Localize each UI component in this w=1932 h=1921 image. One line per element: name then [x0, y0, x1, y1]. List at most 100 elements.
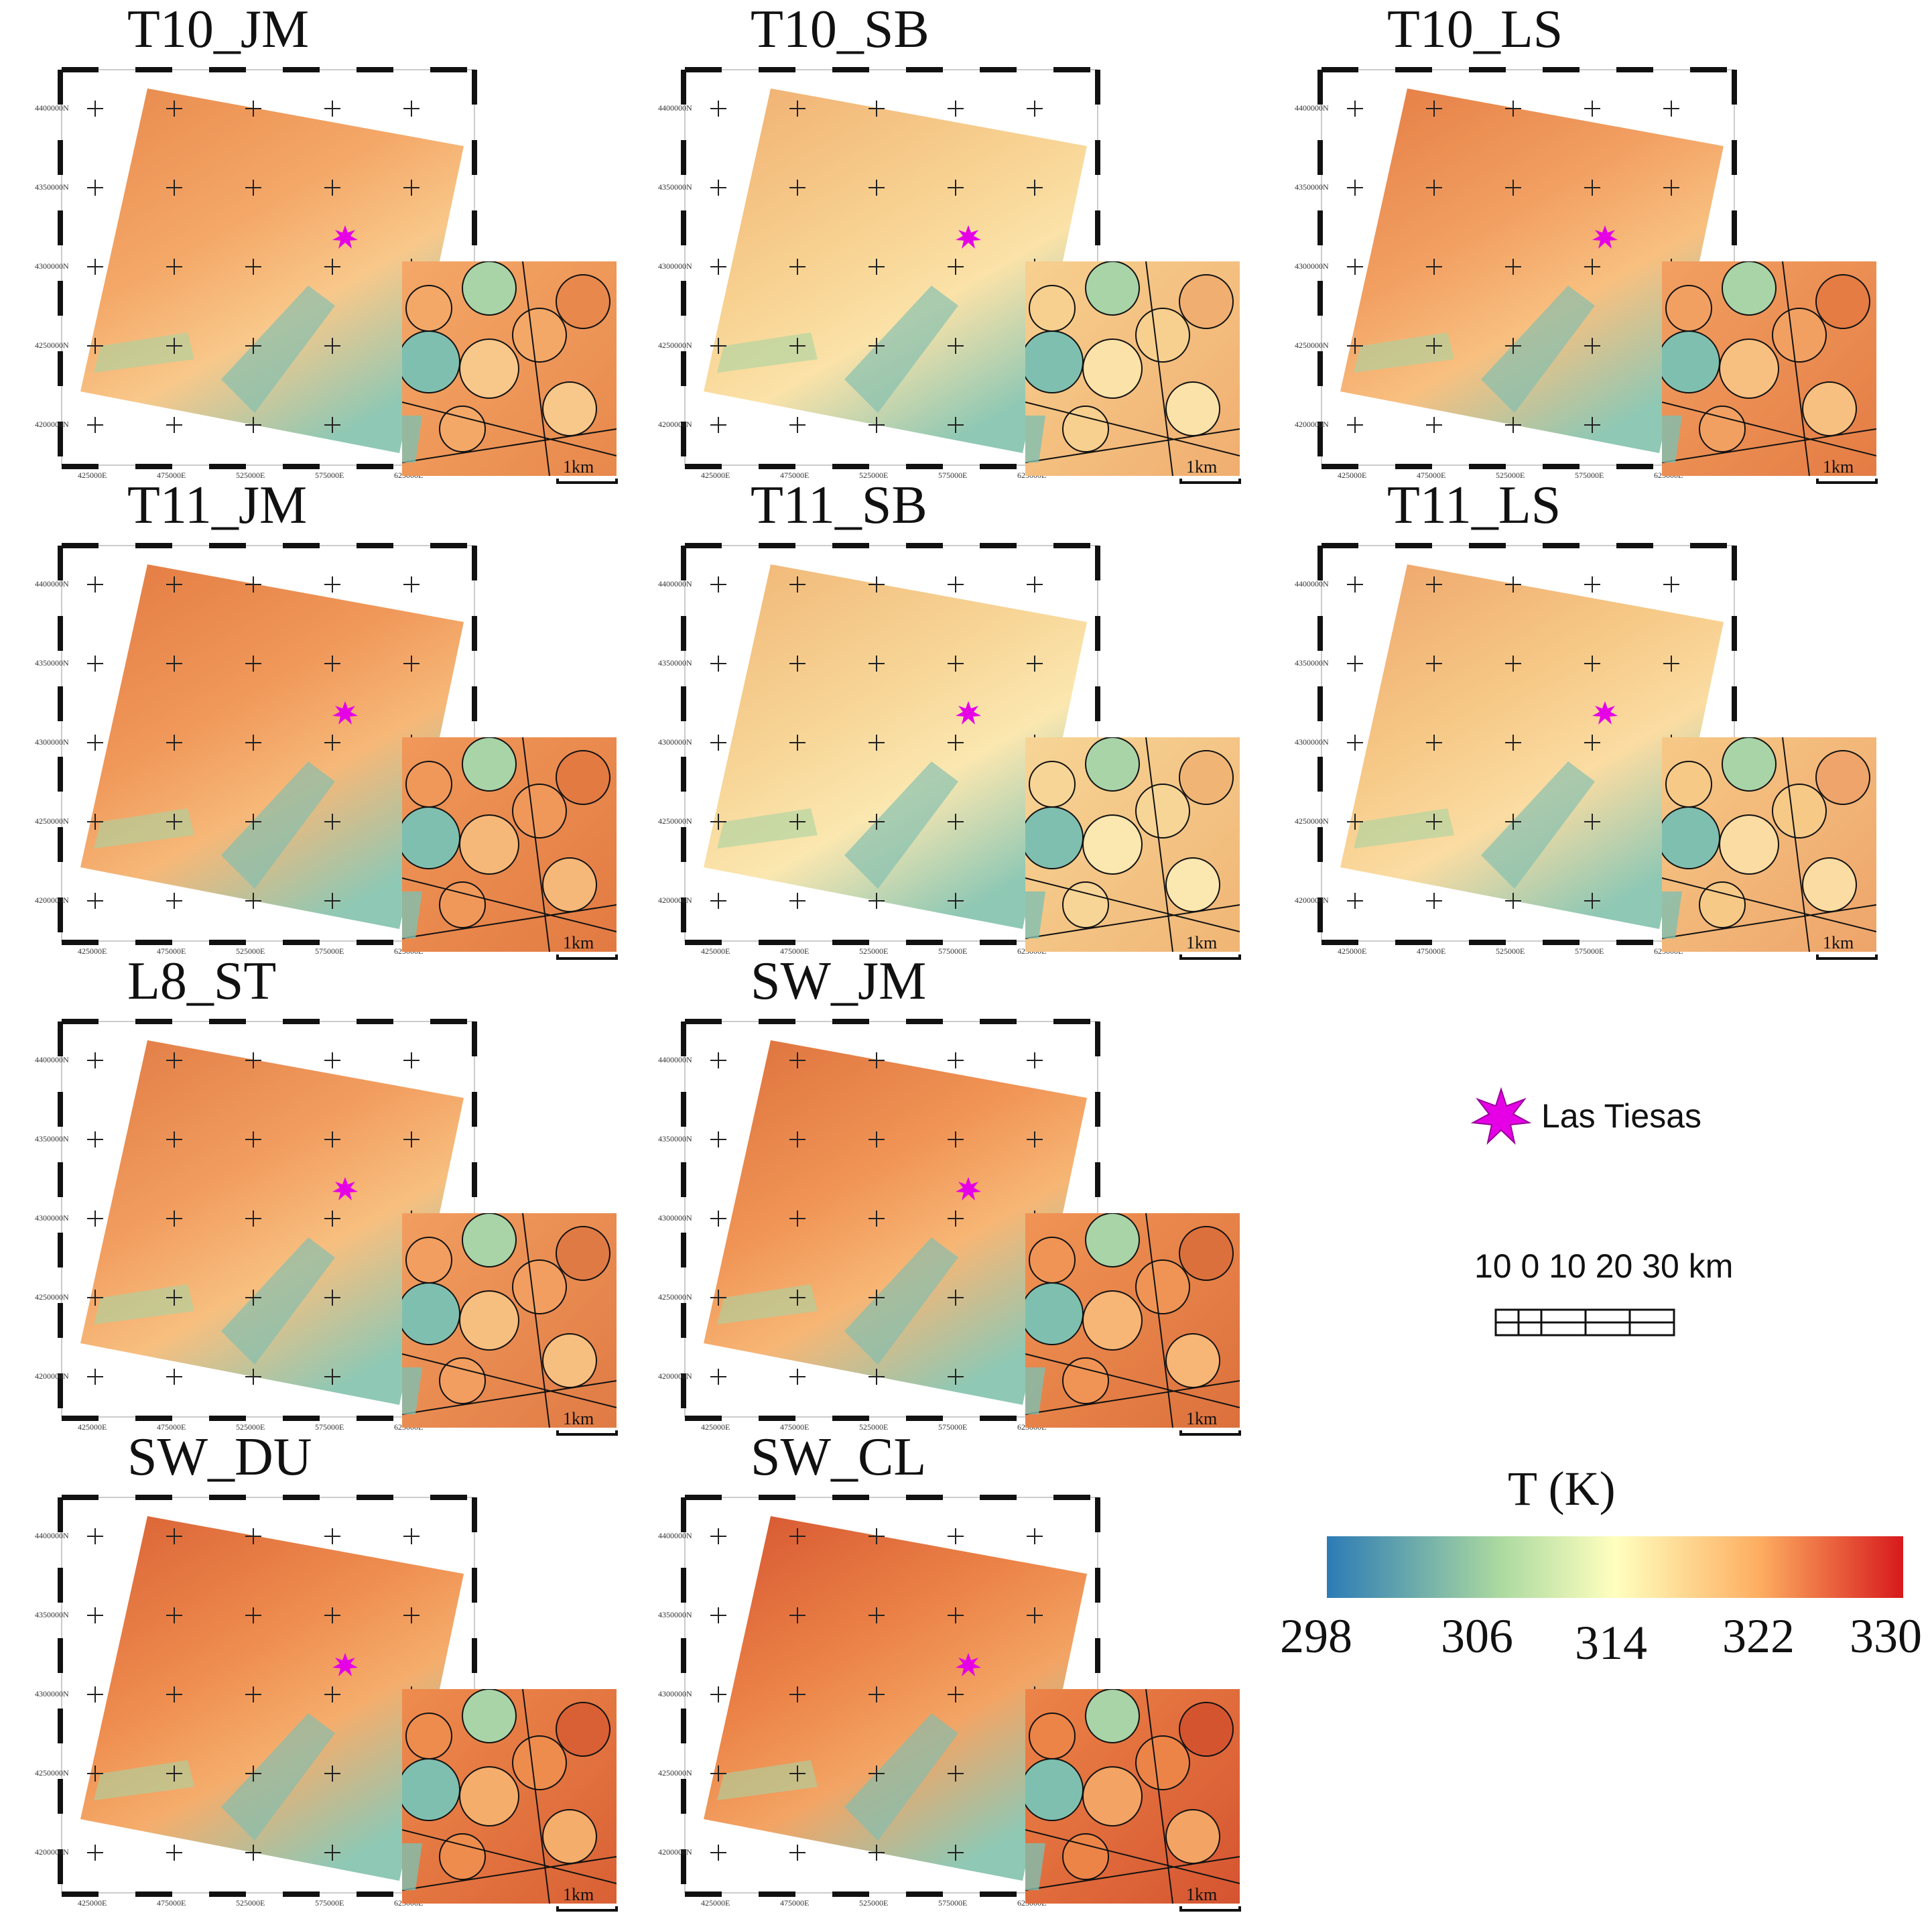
- site-marker-icon: [956, 1177, 981, 1200]
- detail-inset: [397, 1213, 617, 1428]
- y-axis-label: 4300000N: [35, 261, 69, 271]
- panel-title: T10_SB: [751, 0, 929, 59]
- x-axis-label: 575000E: [315, 471, 344, 480]
- inset-scale-label: 1km: [1186, 1885, 1218, 1904]
- x-axis-label: 525000E: [236, 471, 265, 480]
- y-axis-label: 4400000N: [35, 1055, 69, 1064]
- km-scale-legend: 10 0 10 20 30 km: [1474, 1247, 1756, 1347]
- y-axis-label: 4200000N: [658, 1371, 692, 1381]
- detail-inset: [1021, 1688, 1240, 1904]
- y-axis-label: 4350000N: [658, 1610, 692, 1619]
- y-axis-label: 4200000N: [658, 895, 692, 905]
- y-axis-label: 4300000N: [35, 1213, 69, 1223]
- x-axis-label: 425000E: [701, 946, 730, 956]
- y-axis-label: 4400000N: [35, 103, 69, 113]
- y-axis-label: 4350000N: [35, 1134, 69, 1143]
- inset-scale-line: [556, 1906, 618, 1912]
- x-axis-label: 525000E: [859, 946, 889, 956]
- inset-scale-bar: 1km: [556, 457, 623, 487]
- map-panel: T10_SB 4400000N 4350000N 4300000N 4250000N 4…: [650, 3, 1253, 489]
- map-panel: T10_LS 4400000N 4350000N 4300000N 4250000N 4…: [1287, 3, 1890, 489]
- y-axis-label: 4350000N: [658, 1134, 692, 1143]
- x-axis-label: 575000E: [315, 1422, 344, 1432]
- x-axis-label: 575000E: [938, 946, 968, 956]
- inset-scale-label: 1km: [563, 933, 594, 952]
- inset-scale-bar: 1km: [1179, 457, 1246, 487]
- x-axis-label: 475000E: [780, 1422, 810, 1432]
- map-panel: SW_DU 4400000N 4350000N 4300000N 4250000N 42…: [27, 1430, 630, 1917]
- site-marker-icon: [332, 1177, 358, 1200]
- inset-scale-label: 1km: [563, 457, 594, 477]
- panel-title: T11_LS: [1387, 476, 1561, 535]
- y-axis-label: 4350000N: [35, 1610, 69, 1619]
- x-axis-label: 425000E: [701, 471, 730, 480]
- detail-inset: [1021, 261, 1240, 477]
- y-axis-label: 4350000N: [1295, 182, 1329, 192]
- y-axis-label: 4250000N: [658, 1768, 692, 1778]
- x-axis-label: 425000E: [78, 946, 107, 956]
- inset-map: [1021, 737, 1240, 952]
- map-panel: T10_JM 4400000N 4350000N 4300000N 4250000N 4…: [27, 3, 630, 489]
- inset-scale-bar: 1km: [556, 1885, 623, 1914]
- inset-scale-bar: 1km: [556, 1409, 623, 1438]
- site-marker-icon: [1592, 701, 1618, 725]
- detail-inset: [1657, 737, 1877, 952]
- site-marker-icon: [956, 1653, 981, 1676]
- colorbar-tick: 314: [1575, 1616, 1647, 1670]
- inset-map: [1021, 1688, 1240, 1904]
- y-axis-label: 4200000N: [658, 420, 692, 429]
- inset-scale-bar: 1km: [556, 933, 623, 963]
- x-axis-label: 425000E: [1338, 946, 1367, 956]
- site-legend: Las Tiesas: [1468, 1086, 1736, 1146]
- y-axis-label: 4350000N: [1295, 658, 1329, 668]
- x-axis-label: 475000E: [780, 1898, 810, 1908]
- panel-title: SW_DU: [127, 1428, 312, 1487]
- y-axis-label: 4200000N: [1295, 420, 1329, 429]
- inset-scale-label: 1km: [1186, 933, 1218, 952]
- x-axis-label: 525000E: [236, 1898, 265, 1908]
- y-axis-label: 4400000N: [658, 103, 692, 113]
- x-axis-label: 475000E: [157, 1422, 186, 1432]
- y-axis-label: 4400000N: [658, 1531, 692, 1540]
- panel-title: L8_ST: [127, 952, 277, 1011]
- map-panel: SW_CL 4400000N 4350000N 4300000N 4250000N 42…: [650, 1430, 1253, 1917]
- km-scale-label: 10 0 10 20 30 km: [1474, 1247, 1734, 1285]
- inset-scale-line: [1179, 954, 1241, 960]
- y-axis-label: 4300000N: [35, 1689, 69, 1698]
- y-axis-label: 4400000N: [35, 579, 69, 588]
- x-axis-label: 575000E: [938, 1898, 968, 1908]
- y-axis-label: 4200000N: [35, 895, 69, 905]
- inset-scale-bar: 1km: [1816, 933, 1883, 963]
- site-marker-icon: [332, 701, 358, 725]
- x-axis-label: 525000E: [236, 1422, 265, 1432]
- site-marker-icon: [332, 1653, 358, 1676]
- y-axis-label: 4300000N: [658, 1213, 692, 1223]
- y-axis-label: 4250000N: [1295, 816, 1329, 826]
- inset-scale-line: [556, 954, 618, 960]
- inset-map: [1657, 261, 1877, 477]
- x-axis-label: 575000E: [938, 471, 968, 480]
- detail-inset: [1021, 1213, 1240, 1428]
- y-axis-label: 4400000N: [1295, 579, 1329, 588]
- x-axis-label: 525000E: [1496, 471, 1525, 480]
- colorbar-title: T (K): [1508, 1462, 1616, 1515]
- x-axis-label: 475000E: [1417, 946, 1446, 956]
- y-axis-label: 4200000N: [35, 1371, 69, 1381]
- y-axis-label: 4300000N: [658, 261, 692, 271]
- y-axis-label: 4250000N: [35, 816, 69, 826]
- y-axis-label: 4250000N: [35, 1768, 69, 1778]
- map-panel: T11_JM 4400000N 4350000N 4300000N 4250000N 4…: [27, 479, 630, 965]
- inset-scale-label: 1km: [1823, 457, 1854, 477]
- inset-map: [1021, 261, 1240, 477]
- y-axis-label: 4400000N: [658, 579, 692, 588]
- x-axis-label: 575000E: [315, 1898, 344, 1908]
- x-axis-label: 525000E: [859, 471, 889, 480]
- x-axis-label: 475000E: [780, 946, 810, 956]
- inset-map: [1021, 1213, 1240, 1428]
- inset-scale-line: [1179, 1430, 1241, 1436]
- y-axis-label: 4300000N: [1295, 261, 1329, 271]
- y-axis-label: 4250000N: [35, 1292, 69, 1302]
- x-axis-label: 525000E: [1496, 946, 1525, 956]
- map-panel: SW_JM 4400000N 4350000N 4300000N 4250000N 42…: [650, 954, 1253, 1441]
- detail-inset: [397, 1688, 617, 1904]
